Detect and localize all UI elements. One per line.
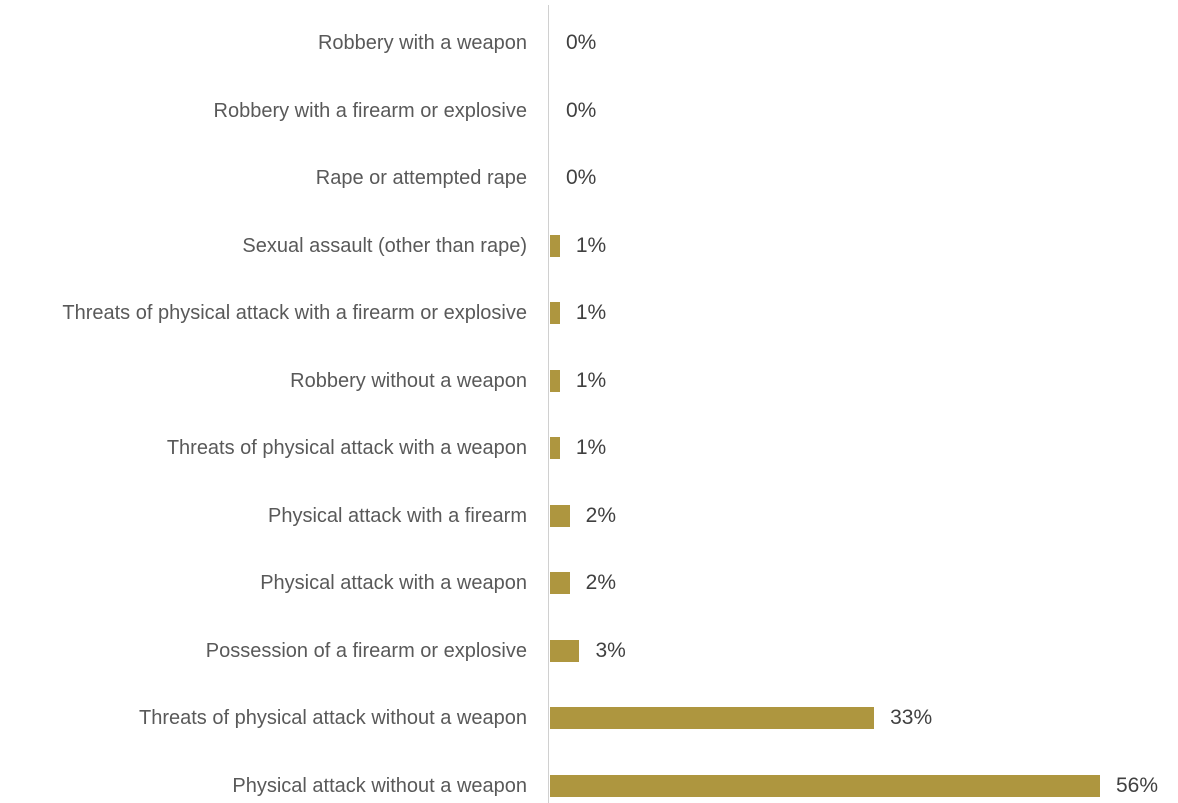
data-label: 56% — [1116, 774, 1159, 797]
category-label: Threats of physical attack without a wea… — [0, 705, 527, 731]
category-label: Threats of physical attack with a weapon — [0, 435, 527, 461]
data-label: 0% — [566, 98, 597, 122]
category-label: Robbery with a firearm or explosive — [0, 98, 527, 124]
category-text: Robbery without a weapon — [290, 369, 527, 392]
data-label: 1% — [575, 436, 607, 460]
category-text: Physical attack without a weapon — [232, 775, 527, 797]
bar — [550, 369, 560, 392]
axis-line — [548, 5, 549, 803]
bar — [550, 639, 580, 662]
bar — [550, 437, 560, 460]
category-text: Threats of physical attack with a weapon — [166, 437, 527, 460]
category-label: Robbery with a weapon — [0, 30, 527, 56]
category-label: Threats of physical attack with a firear… — [0, 300, 527, 326]
category-text: Physical attack with a weapon — [260, 572, 527, 595]
data-label: 2% — [585, 571, 616, 595]
data-label: 2% — [585, 503, 616, 527]
category-text: Rape or attempted rape — [315, 167, 527, 190]
data-label: 1% — [575, 233, 607, 257]
category-text: Possession of a firearm or explosive — [205, 639, 527, 662]
data-label: 0% — [566, 166, 597, 190]
bar — [550, 707, 875, 730]
category-text: Sexual assault (other than rape) — [242, 234, 527, 257]
data-label: 3% — [595, 638, 626, 662]
data-label: 1% — [575, 301, 607, 325]
category-text: Physical attack with a firearm — [268, 504, 527, 527]
category-label: Physical attack without a weapon — [0, 773, 527, 799]
category-label: Rape or attempted rape — [0, 165, 527, 191]
bar — [550, 504, 570, 527]
category-label: Physical attack with a weapon — [0, 570, 527, 596]
category-text: Threats of physical attack without a wea… — [139, 707, 527, 730]
bar — [550, 572, 570, 595]
data-label: 33% — [890, 706, 933, 730]
category-text: Threats of physical attack with a firear… — [62, 302, 527, 325]
category-text: Robbery with a weapon — [317, 32, 527, 54]
category-label: Physical attack with a firearm — [0, 503, 527, 529]
bar — [550, 234, 560, 257]
bar — [550, 302, 560, 325]
category-label: Robbery without a weapon — [0, 368, 527, 394]
category-label: Possession of a firearm or explosive — [0, 638, 527, 664]
category-label: Sexual assault (other than rape) — [0, 233, 527, 259]
data-label: 0% — [566, 31, 597, 54]
bar — [550, 775, 1100, 797]
category-text: Robbery with a firearm or explosive — [213, 99, 527, 122]
data-label: 1% — [575, 368, 607, 392]
